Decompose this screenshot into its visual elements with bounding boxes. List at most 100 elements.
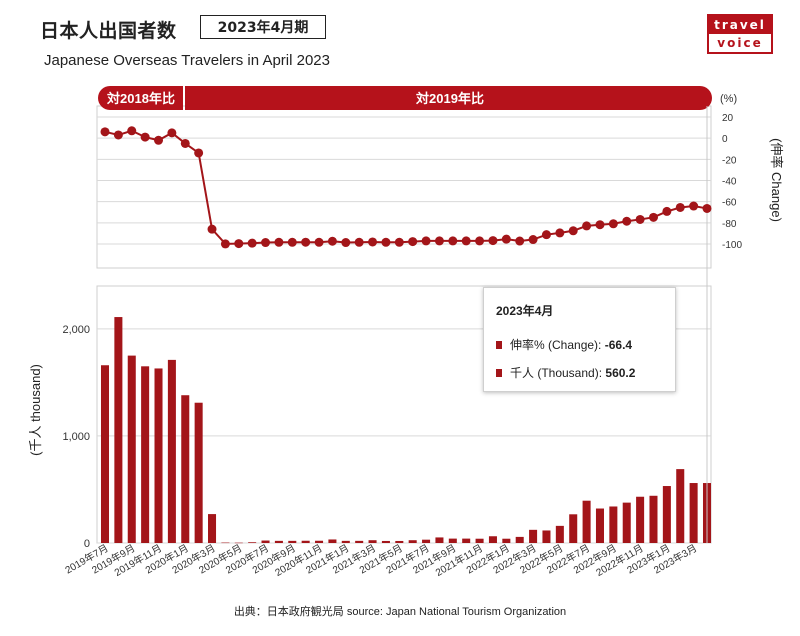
tooltip: 2023年4月 伸率% (Change): -66.4 千人 (Thousand… bbox=[483, 287, 676, 392]
bar[interactable] bbox=[609, 506, 618, 543]
line-point[interactable] bbox=[635, 214, 645, 224]
bar[interactable] bbox=[234, 542, 243, 544]
line-point[interactable] bbox=[608, 219, 618, 229]
bar[interactable] bbox=[488, 536, 497, 543]
bar[interactable] bbox=[315, 540, 324, 543]
bar[interactable] bbox=[408, 540, 417, 543]
tooltip-change-row: 伸率% (Change): -66.4 bbox=[496, 336, 632, 353]
bar[interactable] bbox=[194, 402, 203, 543]
bar[interactable] bbox=[100, 365, 110, 543]
line-ytick-label: -60 bbox=[722, 198, 737, 209]
line-point[interactable] bbox=[341, 238, 351, 248]
line-point[interactable] bbox=[274, 237, 284, 247]
line-point[interactable] bbox=[381, 237, 391, 247]
line-point[interactable] bbox=[140, 132, 150, 142]
bar[interactable] bbox=[622, 502, 631, 543]
line-point[interactable] bbox=[501, 234, 511, 244]
bar[interactable] bbox=[395, 540, 404, 543]
logo-line-2: voice bbox=[717, 36, 763, 50]
line-point[interactable] bbox=[555, 228, 565, 238]
bar[interactable] bbox=[542, 530, 551, 543]
bar[interactable] bbox=[261, 540, 270, 543]
bar[interactable] bbox=[127, 355, 136, 543]
bar[interactable] bbox=[676, 469, 685, 543]
bar[interactable] bbox=[515, 536, 524, 543]
line-point[interactable] bbox=[515, 236, 525, 246]
line-point[interactable] bbox=[662, 206, 672, 216]
line-point[interactable] bbox=[582, 221, 592, 231]
line-point[interactable] bbox=[595, 220, 605, 230]
bar[interactable] bbox=[368, 540, 377, 543]
line-point[interactable] bbox=[394, 237, 404, 247]
line-point[interactable] bbox=[541, 230, 551, 240]
bar[interactable] bbox=[355, 540, 364, 543]
line-point[interactable] bbox=[327, 236, 337, 246]
bar[interactable] bbox=[141, 366, 150, 543]
line-point[interactable] bbox=[261, 238, 271, 248]
period-badge: 2023年4月期 bbox=[200, 15, 326, 39]
bar[interactable] bbox=[569, 514, 578, 543]
bar[interactable] bbox=[636, 496, 645, 543]
bar[interactable] bbox=[582, 500, 591, 543]
bar[interactable] bbox=[381, 540, 390, 543]
bar[interactable] bbox=[341, 540, 350, 543]
bar[interactable] bbox=[475, 538, 484, 543]
bar[interactable] bbox=[274, 540, 283, 543]
line-point[interactable] bbox=[154, 135, 164, 145]
line-point[interactable] bbox=[194, 148, 204, 158]
logo-line-1: travel bbox=[709, 16, 771, 34]
bar[interactable] bbox=[114, 317, 123, 543]
line-point[interactable] bbox=[207, 224, 217, 234]
line-point[interactable] bbox=[287, 237, 297, 247]
comparison-header: 対2018年比 対2019年比 bbox=[98, 86, 712, 110]
line-point[interactable] bbox=[220, 239, 230, 249]
line-point[interactable] bbox=[461, 236, 471, 246]
bar[interactable] bbox=[248, 542, 257, 543]
bar[interactable] bbox=[422, 539, 431, 543]
line-point[interactable] bbox=[648, 212, 658, 222]
line-point[interactable] bbox=[448, 236, 458, 246]
bar[interactable] bbox=[221, 542, 230, 544]
line-point[interactable] bbox=[689, 201, 699, 211]
bar[interactable] bbox=[181, 395, 190, 543]
line-point[interactable] bbox=[568, 226, 578, 236]
bar[interactable] bbox=[649, 495, 658, 543]
line-point[interactable] bbox=[314, 237, 324, 247]
line-point[interactable] bbox=[354, 237, 364, 247]
bar[interactable] bbox=[529, 529, 538, 543]
bar[interactable] bbox=[448, 538, 457, 543]
line-point[interactable] bbox=[408, 237, 418, 247]
line-point[interactable] bbox=[434, 236, 444, 246]
line-point[interactable] bbox=[488, 236, 498, 246]
bar[interactable] bbox=[301, 540, 310, 543]
bar[interactable] bbox=[208, 514, 217, 543]
line-point[interactable] bbox=[180, 138, 190, 148]
tooltip-change-label: 伸率% (Change): bbox=[510, 338, 602, 352]
line-point[interactable] bbox=[234, 239, 244, 249]
line-point[interactable] bbox=[475, 236, 485, 246]
tooltip-change-value: -66.4 bbox=[604, 338, 633, 352]
line-point[interactable] bbox=[622, 216, 632, 226]
bar[interactable] bbox=[662, 486, 671, 543]
bar[interactable] bbox=[435, 537, 444, 543]
line-point[interactable] bbox=[368, 237, 378, 247]
bar[interactable] bbox=[462, 538, 471, 543]
bar[interactable] bbox=[555, 525, 564, 543]
line-point[interactable] bbox=[247, 238, 257, 248]
line-point[interactable] bbox=[167, 128, 177, 138]
line-point[interactable] bbox=[127, 126, 137, 136]
bar[interactable] bbox=[689, 483, 698, 543]
bar[interactable] bbox=[502, 538, 511, 543]
line-point[interactable] bbox=[702, 203, 712, 213]
line-point[interactable] bbox=[113, 130, 123, 140]
line-point[interactable] bbox=[301, 237, 311, 247]
bar[interactable] bbox=[288, 540, 297, 543]
bar[interactable] bbox=[595, 508, 604, 543]
line-point[interactable] bbox=[675, 202, 685, 212]
bar[interactable] bbox=[328, 539, 337, 543]
line-point[interactable] bbox=[100, 127, 110, 137]
bar[interactable] bbox=[167, 359, 176, 543]
bar[interactable] bbox=[154, 368, 163, 543]
line-point[interactable] bbox=[421, 236, 431, 246]
line-point[interactable] bbox=[528, 235, 538, 245]
